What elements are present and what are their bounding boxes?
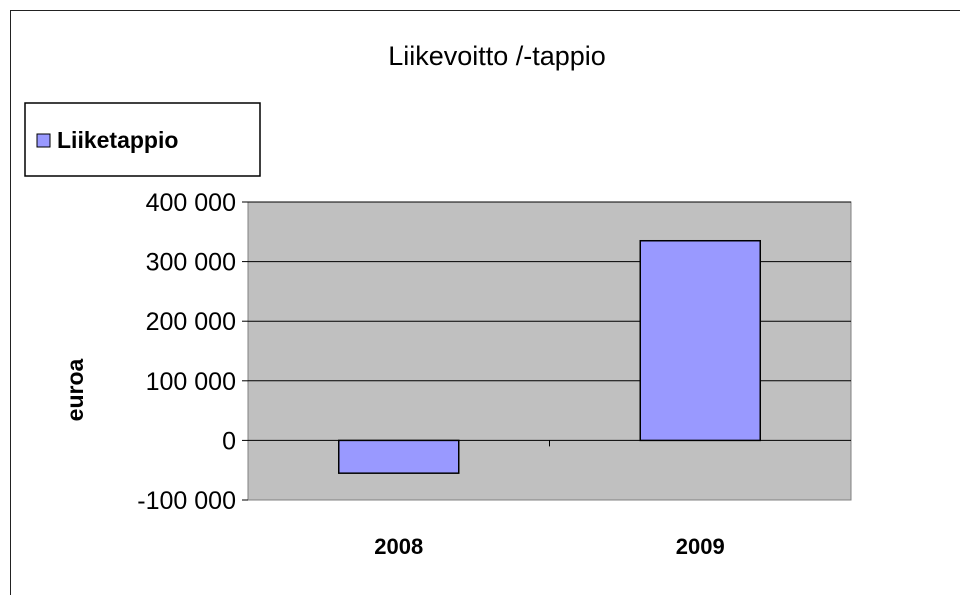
- x-tick-label: 2008: [374, 534, 423, 559]
- legend-box: [24, 102, 261, 177]
- bar-2008: [338, 439, 460, 474]
- legend-swatch: [36, 133, 51, 148]
- y-tick-label: 400 000: [146, 189, 236, 217]
- y-tick-label: 0: [222, 427, 236, 455]
- y-tick-label: 200 000: [146, 308, 236, 336]
- y-tick-label: 100 000: [146, 368, 236, 396]
- legend: Liiketappio: [24, 102, 261, 177]
- y-tick-label: 300 000: [146, 249, 236, 277]
- x-tick-label: 2009: [676, 534, 725, 559]
- y-tick-label: -100 000: [137, 487, 236, 515]
- bar-2009: [639, 239, 761, 442]
- y-axis-ticks: -100 000 0 100 000 200 000 300 000 400 000: [137, 189, 248, 515]
- legend-label: Liiketappio: [57, 127, 178, 153]
- bars: [338, 239, 761, 474]
- x-axis-ticks: 2008 2009: [374, 440, 725, 559]
- chart-title: Liikevoitto /-tappio: [388, 41, 606, 71]
- y-axis-label: euroa: [62, 358, 88, 421]
